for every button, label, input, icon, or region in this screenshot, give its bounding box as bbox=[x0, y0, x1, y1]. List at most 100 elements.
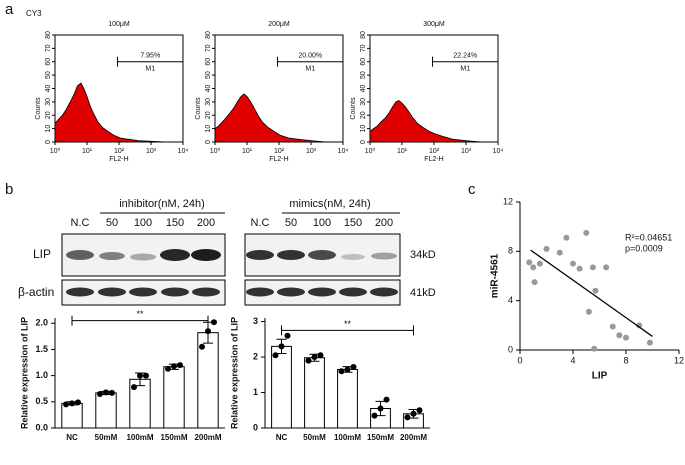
significance-bracket bbox=[281, 325, 414, 336]
x-axis-label: FL2-H bbox=[269, 156, 288, 163]
gate-marker bbox=[432, 56, 499, 67]
scatter-point bbox=[536, 260, 543, 267]
y-tick-label: 40 bbox=[205, 85, 212, 93]
replicate-dot bbox=[143, 372, 149, 379]
x-tick-label: 200mM bbox=[194, 433, 221, 442]
histogram-title: 300μM bbox=[423, 21, 445, 28]
lane-label: 100 bbox=[134, 217, 152, 229]
y-axis-label: Counts bbox=[350, 97, 357, 120]
significance-bracket bbox=[71, 315, 209, 326]
y-tick-label: 20 bbox=[205, 111, 212, 119]
scatter-point bbox=[591, 345, 598, 352]
y-tick-label: 4 bbox=[508, 295, 513, 305]
x-tick-label: 10¹ bbox=[242, 148, 253, 155]
replicate-dot bbox=[177, 362, 183, 369]
replicate-dot bbox=[109, 389, 115, 396]
replicate-dot bbox=[211, 319, 217, 326]
y-tick-label: 70 bbox=[205, 44, 212, 52]
scatter-point bbox=[646, 339, 653, 346]
lane-label: 100 bbox=[313, 217, 331, 229]
scatter-point bbox=[563, 234, 570, 241]
x-tick-label: 10² bbox=[429, 148, 440, 155]
annotation: p=0.0009 bbox=[625, 243, 663, 253]
x-tick-label: 10⁴ bbox=[493, 148, 504, 155]
scatter-point bbox=[603, 264, 610, 271]
scatter-point bbox=[530, 264, 537, 271]
y-tick-label: 3 bbox=[253, 316, 258, 326]
y-tick-label: 2 bbox=[253, 351, 258, 361]
lane-label: 50 bbox=[106, 217, 118, 229]
scatter-point bbox=[531, 279, 538, 286]
scatter-point bbox=[589, 264, 596, 271]
lane-label: 150 bbox=[344, 217, 362, 229]
scatter-point bbox=[570, 260, 576, 267]
lane-label: 200 bbox=[197, 217, 215, 229]
gate-percent: 7.95% bbox=[140, 53, 160, 60]
y-axis-label: Relative expression of LIP bbox=[19, 317, 29, 429]
replicate-dot bbox=[75, 399, 81, 406]
histogram-area bbox=[214, 93, 343, 143]
x-tick-label: 10¹ bbox=[397, 148, 408, 155]
bar bbox=[337, 368, 358, 429]
y-tick-label: 50 bbox=[45, 71, 52, 79]
x-axis-label: FL2-H bbox=[109, 156, 128, 163]
y-tick-label: 2.0 bbox=[35, 318, 48, 328]
y-tick-label: 0 bbox=[253, 422, 258, 432]
y-tick-label: 1.0 bbox=[35, 370, 48, 380]
y-axis-label: Relative expression of LIP bbox=[229, 317, 239, 429]
histogram-area bbox=[54, 82, 183, 143]
replicate-dot bbox=[284, 332, 291, 339]
bar bbox=[271, 345, 292, 429]
y-tick-label: 0.5 bbox=[35, 396, 48, 406]
y-tick-label: 12 bbox=[503, 196, 513, 206]
gate-percent: 22.24% bbox=[453, 53, 477, 60]
significance-label: ** bbox=[136, 309, 144, 319]
group-label: inhibitor(nM, 24h) bbox=[119, 198, 205, 210]
y-axis-label: miR-4561 bbox=[490, 253, 501, 298]
replicate-dot bbox=[171, 363, 177, 370]
x-tick-label: 10⁴ bbox=[338, 148, 349, 155]
x-tick-label: 10² bbox=[274, 148, 285, 155]
y-tick-label: 1.5 bbox=[35, 344, 48, 354]
x-tick-label: 10⁰ bbox=[210, 147, 221, 155]
scatter-point bbox=[585, 308, 592, 315]
replicate-dot bbox=[410, 410, 417, 417]
y-tick-label: 0 bbox=[205, 140, 212, 144]
x-tick-label: 200mM bbox=[400, 433, 427, 442]
scatter-point bbox=[609, 323, 616, 330]
y-tick-label: 80 bbox=[205, 31, 212, 39]
y-tick-label: 60 bbox=[360, 58, 367, 66]
replicate-dot bbox=[131, 384, 137, 391]
x-tick-label: 12 bbox=[674, 355, 684, 365]
x-tick-label: NC bbox=[66, 433, 78, 442]
y-tick-label: 0 bbox=[508, 344, 513, 354]
panel-label: a bbox=[5, 1, 14, 18]
histogram-title: 100μM bbox=[108, 21, 130, 28]
size-label: 41kD bbox=[410, 287, 436, 299]
replicate-dot bbox=[338, 368, 345, 375]
x-tick-label: 150mM bbox=[367, 433, 394, 442]
bar bbox=[95, 392, 117, 429]
y-tick-label: 1 bbox=[253, 387, 258, 397]
replicate-dot bbox=[383, 396, 390, 403]
x-tick-label: 10² bbox=[114, 148, 125, 155]
histogram-title: 200μM bbox=[268, 21, 290, 28]
x-axis-label: LIP bbox=[592, 371, 608, 382]
replicate-dot bbox=[63, 401, 69, 408]
x-tick-label: 50mM bbox=[95, 433, 118, 442]
histogram-area bbox=[369, 100, 498, 143]
replicate-dot bbox=[205, 328, 211, 335]
y-tick-label: 10 bbox=[45, 125, 52, 133]
y-tick-label: 50 bbox=[360, 71, 367, 79]
x-tick-label: 10¹ bbox=[82, 148, 93, 155]
scatter-point bbox=[583, 229, 590, 236]
x-tick-label: 0 bbox=[517, 355, 522, 365]
gate-name: M1 bbox=[305, 66, 315, 73]
x-tick-label: 10⁰ bbox=[50, 147, 61, 155]
significance-label: ** bbox=[344, 319, 352, 329]
gate-marker bbox=[277, 56, 344, 67]
replicate-dot bbox=[317, 352, 324, 359]
replicate-dot bbox=[377, 405, 384, 412]
y-tick-label: 20 bbox=[45, 111, 52, 119]
y-tick-label: 80 bbox=[45, 31, 52, 39]
